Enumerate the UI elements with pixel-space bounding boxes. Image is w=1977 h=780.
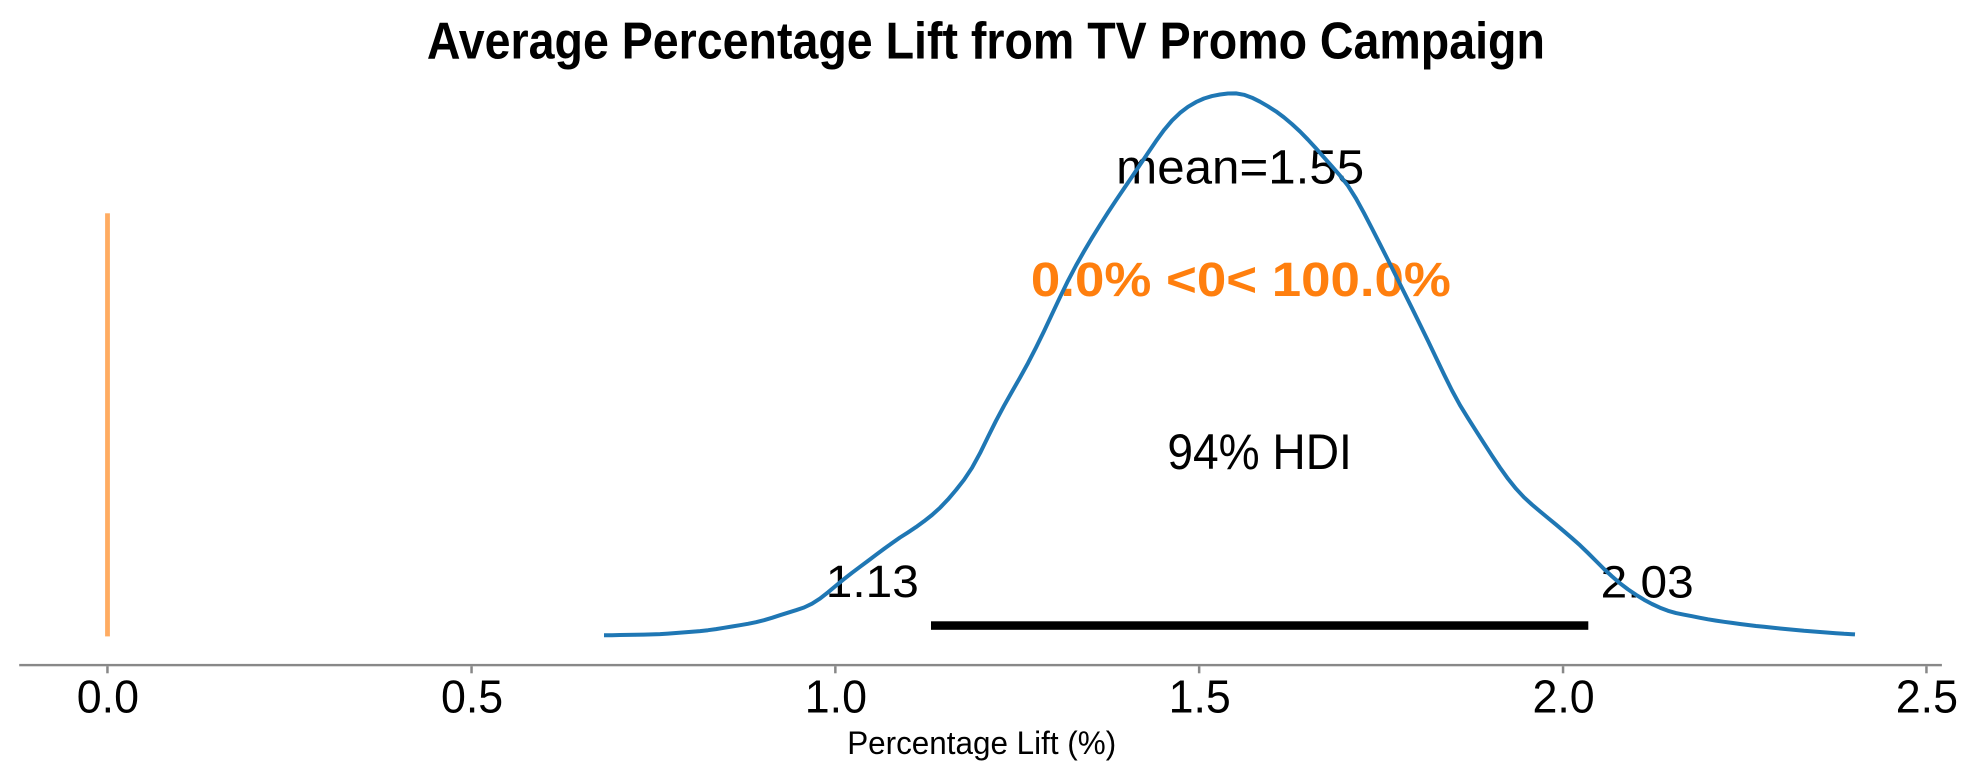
svg-text:0.0: 0.0 [77,671,139,723]
svg-text:2.5: 2.5 [1896,671,1958,723]
svg-text:0.5: 0.5 [441,671,503,723]
svg-text:2.0: 2.0 [1533,671,1595,723]
svg-text:Percentage Lift (%): Percentage Lift (%) [847,725,1116,761]
svg-text:94% HDI: 94% HDI [1167,424,1352,480]
svg-text:1.0: 1.0 [805,671,867,723]
svg-text:1.5: 1.5 [1169,671,1231,723]
svg-text:mean=1.55: mean=1.55 [1116,140,1364,194]
svg-text:0.0% <0< 100.0%: 0.0% <0< 100.0% [1031,253,1451,307]
svg-text:Average Percentage Lift from T: Average Percentage Lift from TV Promo Ca… [427,12,1545,70]
